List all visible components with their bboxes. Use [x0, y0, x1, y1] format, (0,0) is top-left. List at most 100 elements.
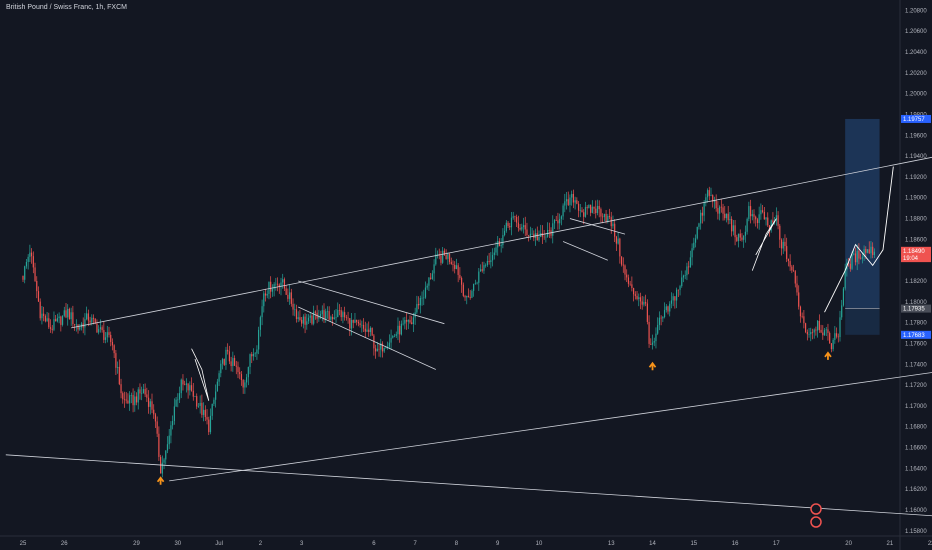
candle-body [665, 306, 667, 311]
candle-body [577, 203, 580, 211]
candle-body [607, 216, 609, 222]
candle-body [259, 317, 261, 330]
candle-body [641, 301, 643, 305]
candle-body [749, 206, 752, 217]
event-marker-icon [810, 503, 822, 515]
candle-body [521, 227, 523, 230]
candle-body [37, 291, 40, 302]
candle-body [856, 250, 858, 263]
candle-body [830, 343, 832, 350]
candle-body [744, 231, 746, 236]
candle-body [101, 327, 103, 331]
candle-body [724, 213, 726, 219]
candle-body [464, 295, 466, 298]
candle-body [392, 335, 394, 338]
candle-body [395, 334, 397, 336]
channel-upper-line [71, 156, 932, 329]
y-tick-label: 1.17600 [905, 341, 927, 347]
candle-body [125, 399, 127, 401]
candle-body [813, 329, 815, 333]
candle-body [113, 345, 115, 354]
candle-body [130, 395, 132, 396]
candle-body [280, 282, 282, 287]
candle-body [189, 385, 191, 391]
candle-body [842, 288, 845, 306]
candle-body [643, 301, 645, 305]
candle-body [598, 206, 600, 210]
candle-body [440, 255, 442, 263]
candle-body [349, 318, 351, 329]
candle-body [142, 389, 144, 394]
x-tick-label: 2 [259, 541, 263, 547]
x-tick-label: 22 [928, 541, 932, 547]
candle-body [34, 267, 36, 281]
long-support-line [5, 454, 932, 517]
candle-body [206, 417, 208, 420]
candle-body [474, 283, 476, 285]
candle-body [63, 310, 65, 316]
candle-body [108, 332, 110, 335]
candle-body [154, 414, 157, 422]
candle-body [784, 241, 786, 247]
candle-body [512, 216, 514, 218]
candle-body [423, 297, 425, 299]
candle-body [431, 273, 433, 279]
candle-body [185, 383, 187, 385]
candle-body [51, 328, 53, 330]
candle-body [531, 233, 533, 235]
y-tick-label: 1.20200 [905, 71, 927, 77]
candle-body [670, 300, 673, 304]
candle-body [137, 389, 139, 403]
candle-body [703, 202, 705, 216]
candle-body [22, 275, 24, 280]
candle-body [123, 399, 126, 400]
candle-body [297, 317, 299, 319]
x-tick-label: 30 [174, 541, 181, 547]
candle-body [311, 315, 313, 324]
candle-body [48, 318, 50, 328]
candle-body [292, 303, 294, 310]
candle-body [246, 377, 248, 383]
candle-body [760, 210, 762, 215]
candle-body [161, 462, 163, 474]
candle-body [39, 301, 41, 319]
candle-body [753, 214, 755, 217]
candle-body [60, 316, 62, 325]
candle-body [567, 199, 569, 205]
candle-body [595, 208, 597, 214]
candle-body [476, 282, 478, 284]
candle-body [839, 317, 841, 337]
candle-body [368, 329, 370, 333]
candle-body [24, 266, 26, 280]
x-tick-label: 9 [496, 541, 500, 547]
candle-body [304, 316, 306, 325]
candle-body [74, 324, 76, 325]
candle-body [273, 284, 275, 289]
y-tick-label: 1.18800 [905, 217, 927, 223]
candle-body [590, 204, 592, 213]
candle-body [385, 347, 387, 349]
candle-body [455, 265, 458, 270]
candle-body [495, 247, 497, 253]
candle-body [177, 399, 179, 401]
candle-body [46, 318, 48, 322]
candle-body [411, 322, 413, 325]
candle-body [409, 320, 411, 323]
y-tick-label: 1.17400 [905, 362, 927, 368]
candle-body [471, 290, 473, 298]
candle-body [221, 359, 224, 364]
candle-body [510, 217, 513, 228]
candle-body [301, 319, 303, 324]
candle-body [443, 250, 445, 255]
candle-body [405, 320, 408, 322]
candle-body [584, 207, 587, 217]
candle-body [239, 372, 241, 375]
candle-body [600, 209, 602, 217]
candle-body [282, 279, 284, 283]
candle-body [340, 310, 342, 318]
y-tick-label: 1.17200 [905, 383, 927, 389]
candle-body [722, 207, 724, 214]
candle-body [504, 230, 506, 236]
candle-body [727, 213, 729, 221]
